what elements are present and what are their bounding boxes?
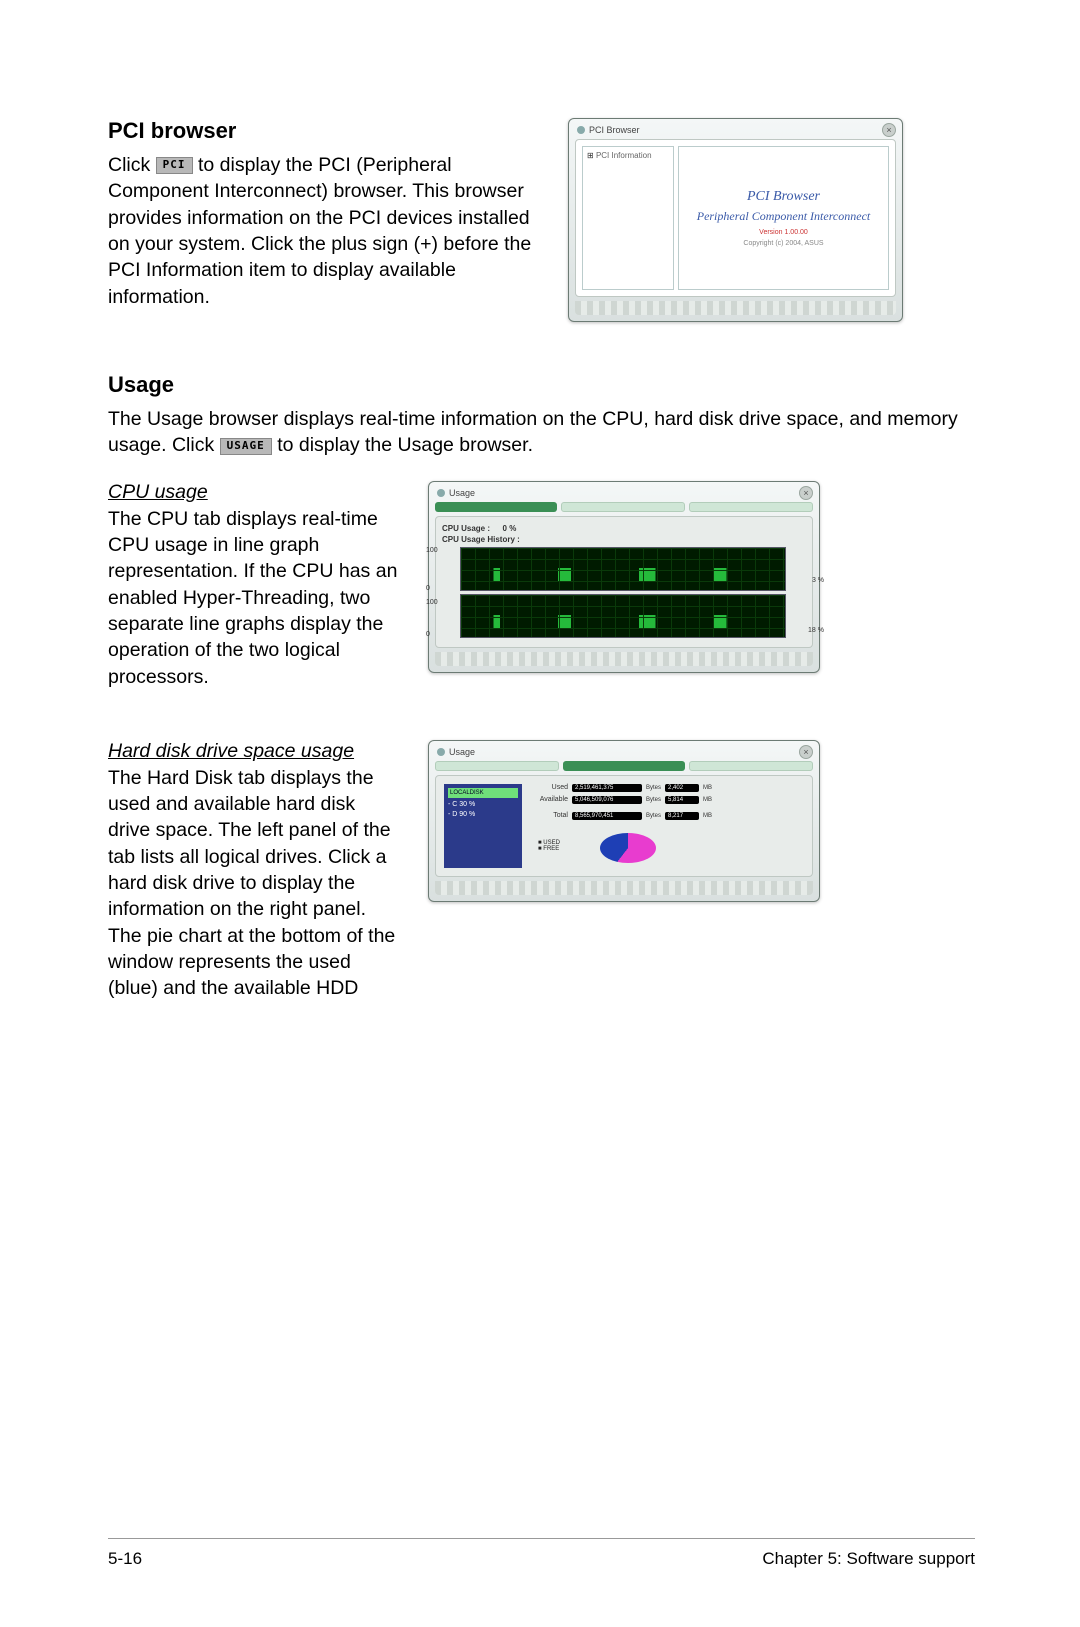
total-unit: Bytes [646,813,661,819]
tab-harddisk[interactable] [563,761,685,771]
cpu-pct-2: 18 % [808,627,824,634]
pci-window-titlebar: PCI Browser [575,125,896,139]
hd-content: LOCALDISK - C 30 % - D 90 % Used 2,519,4… [435,775,813,877]
window-bottombar [435,881,813,895]
cpu-window-title: Usage [449,488,475,498]
pci-window-title: PCI Browser [589,125,640,135]
avail-mb: 5,814 [665,796,699,804]
cpu-window: Usage × CPU Usage : 0 % CPU Usage Histor… [428,481,820,673]
pie-chart [600,833,656,863]
close-icon[interactable]: × [799,486,813,500]
total-mbunit: MB [703,813,712,819]
pci-main-title: PCI Browser [747,189,820,205]
pie-legend: ■ USED ■ FREE [538,840,560,852]
used-bytes: 2,519,461,375 [572,784,642,792]
usage-button[interactable]: USAGE [220,438,272,455]
pci-window: PCI Browser × ⊞ PCI Information PCI Brow… [568,118,903,322]
cpu-paragraph: The CPU tab displays real-time CPU usage… [108,506,398,690]
pci-paragraph: Click PCI to display the PCI (Peripheral… [108,152,538,310]
avail-mbunit: MB [703,797,712,803]
axis-100b: 100 [426,599,438,606]
cpu-graph-1 [460,547,786,591]
tab-cpu[interactable] [435,761,559,771]
pci-main-panel: PCI Browser Peripheral Component Interco… [678,146,889,290]
usage-section: Usage The Usage browser displays real-ti… [108,372,975,459]
pci-text-before: Click [108,154,156,176]
usage-heading: Usage [108,372,975,398]
cpu-section: CPU usage The CPU tab displays real-time… [108,481,975,690]
axis-0: 0 [426,585,430,592]
cpu-usage-label: CPU Usage : [442,524,490,533]
axis-100: 100 [426,547,438,554]
tab-memory[interactable] [689,502,813,512]
cpu-subheading: CPU usage [108,481,398,504]
pci-button[interactable]: PCI [156,157,193,174]
close-icon[interactable]: × [799,745,813,759]
legend-free: FREE [543,846,559,852]
chapter-label: Chapter 5: Software support [762,1549,975,1569]
hd-window-titlebar: Usage [435,747,813,761]
page-number: 5-16 [108,1549,142,1569]
pci-section: PCI browser Click PCI to display the PCI… [108,118,975,322]
hd-paragraph: The Hard Disk tab displays the used and … [108,765,398,1002]
drive-list[interactable]: LOCALDISK - C 30 % - D 90 % [444,784,522,868]
used-mbunit: MB [703,785,712,791]
app-icon [437,748,445,756]
drive-list-header: LOCALDISK [448,788,518,798]
total-mb: 8,217 [665,812,699,820]
drive-c[interactable]: - C 30 % [448,800,518,810]
pci-version: Version 1.00.00 [759,229,808,236]
cpu-history-label: CPU Usage History : [442,535,806,544]
harddisk-section: Hard disk drive space usage The Hard Dis… [108,740,975,1002]
tab-cpu[interactable] [435,502,557,512]
avail-bytes: 5,046,509,076 [572,796,642,804]
cpu-content: CPU Usage : 0 % CPU Usage History : 100 … [435,516,813,648]
used-mb: 2,402 [665,784,699,792]
app-icon [437,489,445,497]
avail-unit: Bytes [646,797,661,803]
usage-intro-after: to display the Usage browser. [277,434,533,456]
usage-intro: The Usage browser displays real-time inf… [108,406,975,459]
hd-window: Usage × LOCALDISK - C 30 % - D 90 % [428,740,820,902]
pci-main-sub: Peripheral Component Interconnect [697,209,871,225]
window-bottombar [575,301,896,315]
tab-memory[interactable] [689,761,813,771]
total-label: Total [528,812,568,819]
page-footer: 5-16 Chapter 5: Software support [108,1538,975,1569]
used-label: Used [528,784,568,791]
drive-d[interactable]: - D 90 % [448,810,518,820]
hd-subheading: Hard disk drive space usage [108,740,398,763]
cpu-graph-2 [460,594,786,638]
total-bytes: 8,565,970,451 [572,812,642,820]
pci-text-after: to display the PCI (Peripheral Component… [108,154,531,308]
drive-details: Used 2,519,461,375 Bytes 2,402 MB Availa… [528,784,804,868]
cpu-pct-1: 3 % [812,577,824,584]
usage-tabs [435,761,813,771]
pci-heading: PCI browser [108,118,538,144]
tab-harddisk[interactable] [561,502,685,512]
pci-copyright: Copyright (c) 2004, ASUS [743,240,823,247]
pci-tree-panel[interactable]: ⊞ PCI Information [582,146,674,290]
page: PCI browser Click PCI to display the PCI… [0,0,1080,1627]
pci-tree-item[interactable]: PCI Information [596,151,652,160]
usage-tabs [435,502,813,512]
cpu-usage-value: 0 % [503,524,517,533]
used-unit: Bytes [646,785,661,791]
avail-label: Available [528,796,568,803]
close-icon[interactable]: × [882,123,896,137]
hd-window-title: Usage [449,747,475,757]
window-bottombar [435,652,813,666]
app-icon [577,126,585,134]
axis-0b: 0 [426,631,430,638]
cpu-window-titlebar: Usage [435,488,813,502]
